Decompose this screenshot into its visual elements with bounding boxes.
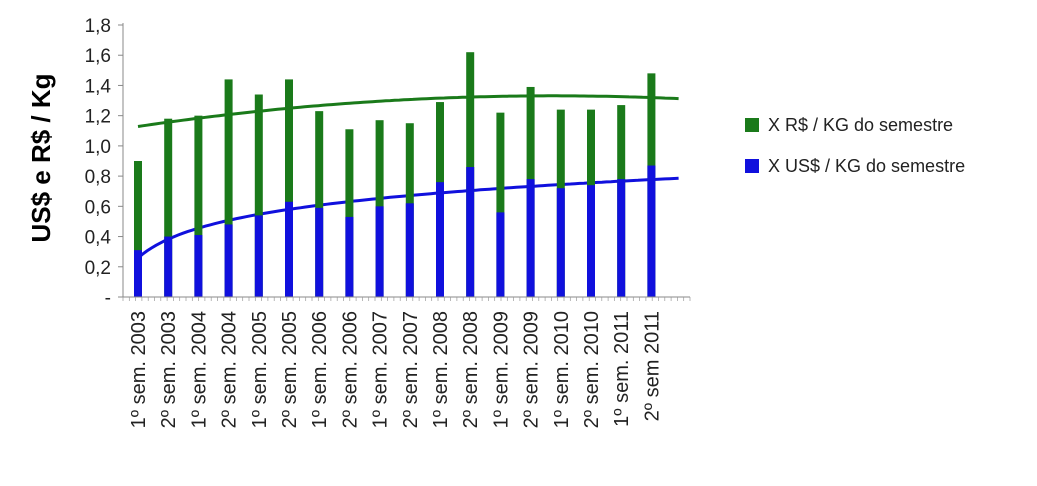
- x-tick-label: 1º sem. 2011: [611, 311, 633, 427]
- bar-usd: [617, 179, 626, 297]
- x-tick-label: 2º sem. 2010: [581, 311, 603, 428]
- y-tick-labels: - 0,2 0,4 0,6 0,8 1,0 1,2 1,4 1,6 1,8: [85, 16, 112, 309]
- y-tick-label: 0,8: [85, 167, 111, 188]
- x-tick-label: 2º sem. 2005: [279, 311, 301, 428]
- bar-brl: [224, 79, 233, 298]
- bar-brl: [285, 79, 293, 298]
- y-tick-label: 1,0: [85, 137, 111, 158]
- y-tick-label: 1,2: [85, 107, 111, 128]
- x-tick-label: 2º sem. 2007: [400, 311, 422, 428]
- y-tick-label: -: [105, 288, 111, 309]
- bar-brl: [315, 111, 324, 297]
- legend-swatch: [745, 159, 759, 173]
- bar-usd: [375, 206, 384, 297]
- bar-usd: [194, 235, 203, 297]
- x-tick-label: 1º sem. 2010: [551, 311, 573, 428]
- legend-label: X R$ / KG do semestre: [768, 115, 953, 135]
- bar-brl: [345, 129, 354, 297]
- trendline: [137, 94, 679, 128]
- legend-swatch: [745, 118, 759, 132]
- bar-usd: [556, 188, 565, 297]
- x-tick-label: 1º sem. 2008: [430, 311, 452, 428]
- y-tick-label: 0,6: [85, 197, 111, 218]
- y-tick-label: 1,8: [85, 16, 111, 37]
- y-axis-label: US$ e R$ / Kg: [26, 73, 56, 242]
- axes: [118, 23, 691, 301]
- bars: [134, 52, 656, 298]
- x-tick-label: 2º sem. 2003: [158, 311, 180, 428]
- legend-label: X US$ / KG do semestre: [768, 156, 965, 176]
- legend: X R$ / KG do semestre X US$ / KG do semes…: [745, 115, 965, 176]
- x-tick-label: 2º sem. 2004: [219, 311, 241, 428]
- x-tick-label: 1º sem. 2003: [128, 311, 150, 428]
- y-tick-label: 0,2: [85, 258, 111, 279]
- bar-usd: [526, 179, 535, 297]
- bar-usd: [315, 207, 324, 297]
- bar-usd: [405, 203, 414, 297]
- bar-usd: [164, 236, 173, 297]
- bar-usd: [345, 216, 354, 297]
- bar-usd: [285, 201, 293, 297]
- x-tick-label: 2º sem. 2009: [521, 311, 543, 428]
- bar-usd: [587, 185, 595, 297]
- y-tick-label: 1,6: [85, 46, 111, 67]
- bar-usd: [224, 224, 233, 297]
- x-tick-labels: 1º sem. 2003 2º sem. 2003 1º sem. 2004 2º s…: [128, 311, 663, 428]
- x-tick-label: 2º sem. 2008: [460, 311, 482, 428]
- x-tick-label: 1º sem. 2006: [309, 311, 331, 428]
- bar-usd: [466, 167, 475, 297]
- bar-usd: [254, 215, 263, 297]
- bar-brl: [164, 118, 173, 297]
- x-tick-label: 1º sem. 2004: [188, 311, 210, 428]
- x-tick-label: 1º sem. 2009: [490, 311, 512, 428]
- y-tick-label: 0,4: [85, 228, 112, 249]
- bar-brl: [496, 112, 505, 298]
- bar-brl: [194, 115, 203, 298]
- bar-usd: [647, 165, 656, 297]
- bar-usd: [134, 250, 142, 297]
- y-tick-label: 1,4: [85, 76, 112, 97]
- x-tick-label: 1º sem. 2007: [370, 311, 392, 428]
- bar-brl: [254, 94, 263, 297]
- bar-brl: [134, 161, 142, 297]
- x-tick-label: 1º sem. 2005: [249, 311, 271, 428]
- x-tick-label: 2º sem 2011: [641, 311, 663, 421]
- x-tick-label: 2º sem. 2006: [339, 311, 361, 428]
- bar-usd: [436, 182, 444, 297]
- bar-usd: [496, 212, 505, 297]
